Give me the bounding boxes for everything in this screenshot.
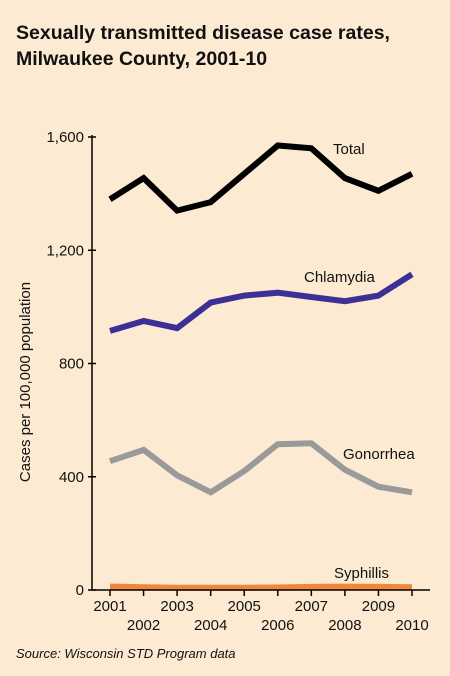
series-label-chlamydia: Chlamydia	[304, 269, 376, 286]
y-axis-title: Cases per 100,000 population	[17, 282, 34, 482]
x-tick-label: 2002	[127, 617, 160, 634]
x-tick-label: 2007	[295, 598, 328, 615]
series-line-total	[108, 142, 414, 214]
y-tick-label: 0	[76, 582, 84, 599]
series-line-chlamydia	[109, 271, 414, 334]
x-tick-label: 2001	[93, 598, 126, 615]
y-tick-label: 800	[59, 356, 84, 373]
series-line-gonorrhea	[109, 440, 413, 496]
y-tick-label: 1,600	[46, 129, 84, 146]
chart-title: Sexually transmitted disease case rates,…	[16, 20, 441, 72]
chart-title-line-1: Sexually transmitted disease case rates,	[16, 22, 390, 44]
series-label-gonorrhea: Gonorrhea	[343, 446, 415, 463]
x-tick-label: 2004	[194, 617, 227, 634]
x-tick-label: 2010	[395, 617, 428, 634]
x-tick-label: 2006	[261, 617, 294, 634]
source-note: Source: Wisconsin STD Program data	[16, 646, 236, 661]
series-label-total: Total	[333, 141, 365, 158]
series-label-syphillis: Syphillis	[334, 565, 389, 582]
series-line-syphillis	[109, 583, 413, 591]
x-tick-label: 2005	[228, 598, 261, 615]
x-tick-label: 2009	[362, 598, 395, 615]
chart-title-line-2: Milwaukee County, 2001-10	[16, 48, 268, 70]
x-tick-label: 2003	[160, 598, 193, 615]
x-tick-label: 2008	[328, 617, 361, 634]
y-tick-label: 1,200	[46, 242, 84, 259]
y-tick-label: 400	[59, 469, 84, 486]
